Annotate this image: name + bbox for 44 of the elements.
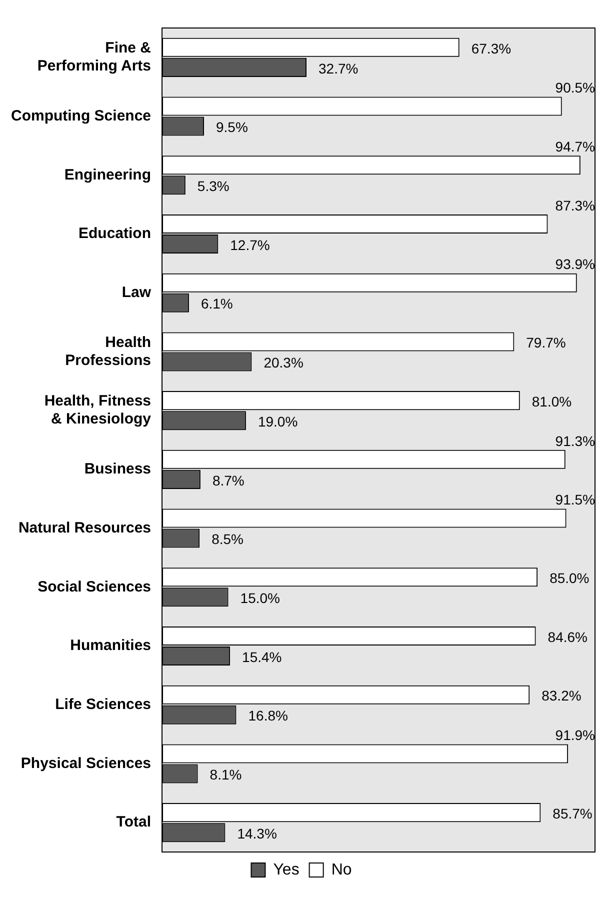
data-label: 16.8% [248, 708, 288, 724]
data-label: 9.5% [216, 119, 248, 136]
data-label: 91.3% [555, 432, 595, 449]
y-tick-label: Natural Resources [18, 519, 152, 536]
y-tick-label: Education [78, 225, 152, 242]
data-label: 20.3% [264, 354, 304, 371]
data-label: 94.7% [555, 138, 595, 154]
data-label: 8.7% [212, 472, 244, 488]
y-tick-label: Life Sciences [55, 696, 152, 713]
data-label: 6.1% [200, 296, 233, 312]
legend-label: Yes [273, 861, 300, 878]
y-tick-label: Social Sciences [38, 578, 152, 596]
data-label: 5.3% [197, 178, 230, 194]
y-tick-label: Computing Science [10, 107, 152, 124]
y-tick-label: Fine & Performing Arts [37, 40, 152, 75]
data-label: 79.7% [526, 334, 566, 351]
data-label: 81.0% [532, 393, 572, 410]
data-label: 14.3% [237, 825, 277, 842]
data-label: 15.0% [240, 590, 280, 606]
data-label: 83.2% [542, 688, 582, 704]
y-tick-label: Health, Fitness & Kinesiology [44, 392, 152, 428]
data-label: 87.3% [555, 197, 595, 214]
y-tick-label: Health Professions [65, 334, 152, 369]
data-label: 91.9% [555, 727, 595, 744]
data-label: 84.6% [548, 628, 588, 645]
data-label: 32.7% [318, 60, 358, 76]
data-label: 8.1% [210, 766, 242, 783]
y-tick-label: Law [122, 284, 152, 301]
y-tick-label: Business [84, 460, 152, 478]
data-label: 90.5% [555, 80, 595, 96]
data-label: 19.0% [258, 413, 298, 430]
legend-label: No [331, 861, 352, 878]
data-label: 85.7% [552, 805, 592, 822]
data-label: 67.3% [471, 40, 512, 56]
data-label: 85.0% [550, 570, 590, 586]
data-label: 15.4% [242, 648, 282, 665]
y-tick-label: Engineering [64, 166, 152, 184]
data-label: 8.5% [212, 531, 244, 548]
y-tick-label: Total [116, 814, 152, 831]
data-label: 93.9% [555, 256, 595, 272]
y-tick-label: Humanities [70, 637, 152, 654]
y-tick-label: Physical Sciences [20, 754, 152, 772]
data-label: 12.7% [230, 236, 270, 253]
data-label: 91.5% [555, 492, 595, 508]
